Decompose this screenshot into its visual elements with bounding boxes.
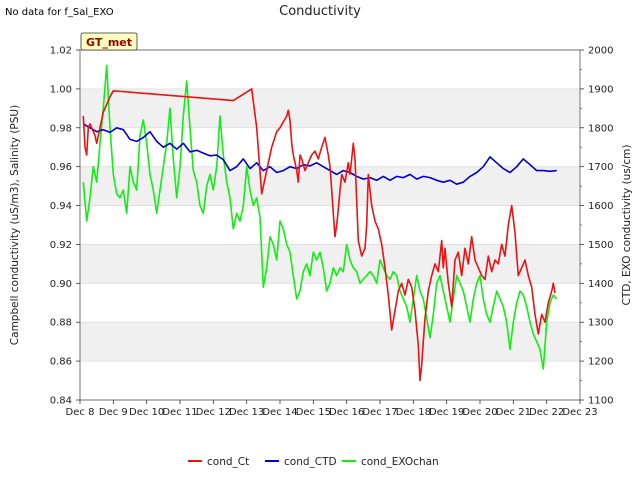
series-line-cond-ctd (82, 123, 557, 185)
x-tick-label: Dec 15 (296, 407, 331, 418)
no-data-notice: No data for f_Sal_EXO (5, 7, 114, 18)
series-line-cond-exochan (82, 64, 558, 370)
y-left-tick-label: 0.98 (50, 123, 72, 134)
legend-label: cond_EXOchan (361, 456, 439, 468)
x-tick-label: Dec 10 (129, 407, 164, 418)
series-layer (82, 64, 558, 382)
y-right-tick-label: 1200 (588, 357, 613, 368)
y-right-tick-label: 1900 (588, 84, 613, 95)
x-tick-label: Dec 9 (99, 407, 128, 418)
x-tick-label: Dec 23 (562, 407, 597, 418)
x-tick-label: Dec 18 (396, 407, 431, 418)
y-right-tick-label: 1800 (588, 123, 613, 134)
y-right-tick-label: 1300 (588, 318, 613, 329)
y-right-tick-label: 1500 (588, 240, 613, 251)
y-left-tick-label: 0.86 (50, 357, 72, 368)
y-right-tick-label: 1700 (588, 162, 613, 173)
x-tick-label: Dec 12 (196, 407, 231, 418)
x-tick-label: Dec 8 (66, 407, 95, 418)
site-badge: GT_met (80, 32, 138, 51)
x-tick-label: Dec 14 (262, 407, 297, 418)
y-left-tick-label: 0.96 (50, 162, 72, 173)
y-axis-right: 1100 1200 1300 1400 1500 1600 1700 1800 1900 2000 (580, 46, 613, 407)
chart-title: Conductivity (279, 4, 361, 19)
y-left-tick-label: 1.02 (50, 46, 72, 57)
y-right-tick-label: 2000 (588, 46, 613, 57)
x-tick-label: Dec 21 (496, 407, 531, 418)
plot-band (80, 322, 580, 362)
x-tick-label: Dec 16 (329, 407, 364, 418)
plot-bands (80, 88, 580, 362)
x-tick-label: Dec 13 (229, 407, 264, 418)
x-tick-label: Dec 20 (462, 407, 497, 418)
x-tick-label: Dec 17 (362, 407, 397, 418)
legend: cond_Ct cond_CTD cond_EXOchan (188, 456, 439, 468)
y-left-tick-label: 1.00 (50, 84, 72, 95)
site-badge-label: GT_met (86, 36, 132, 49)
y-axis-left-label: Campbell conductivity (uS/m3), Salinity … (9, 105, 21, 345)
y-axis-right-label: CTD, EXO conductivity (us/cm) (621, 145, 633, 306)
y-left-tick-label: 0.84 (50, 396, 72, 407)
legend-label: cond_CTD (284, 456, 337, 468)
legend-label: cond_Ct (207, 456, 249, 468)
y-left-tick-label: 0.90 (50, 279, 72, 290)
x-tick-label: Dec 22 (529, 407, 564, 418)
series-line-cond-ct (82, 88, 556, 382)
x-tick-label: Dec 19 (429, 407, 464, 418)
y-right-tick-label: 1600 (588, 201, 613, 212)
y-left-tick-label: 0.88 (50, 318, 72, 329)
site-badge-box (80, 32, 138, 51)
y-left-tick-label: 0.92 (50, 240, 72, 251)
y-left-tick-label: 0.94 (50, 201, 72, 212)
y-right-tick-label: 1100 (588, 396, 613, 407)
y-right-tick-label: 1400 (588, 279, 613, 290)
x-tick-label: Dec 11 (162, 407, 197, 418)
y-axis-left: 0.84 0.86 0.88 0.90 0.92 0.94 0.96 0.98 1.00 1.02 (50, 46, 80, 407)
plot-band (80, 244, 580, 284)
